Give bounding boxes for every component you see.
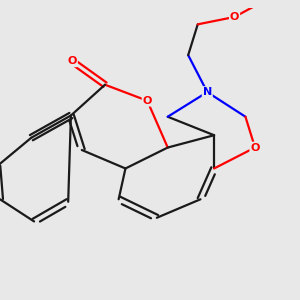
Text: O: O <box>250 142 260 152</box>
Text: O: O <box>230 12 239 22</box>
Text: O: O <box>68 56 77 66</box>
Text: O: O <box>142 96 152 106</box>
Text: N: N <box>202 87 212 97</box>
